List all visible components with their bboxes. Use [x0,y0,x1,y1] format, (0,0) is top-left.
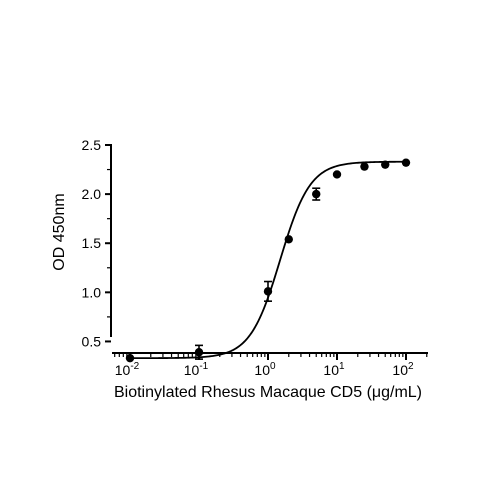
x-tick-exponent: -2 [130,361,139,372]
fit-curve [130,160,407,360]
y-ticks: 0.5 1.0 1.5 2.0 2.5 [82,137,111,349]
x-tick-base: 10 [184,362,200,378]
x-tick-base: 10 [323,362,339,378]
x-tick-base: 10 [254,362,270,378]
data-point [263,287,273,296]
y-tick-label: 2.0 [82,186,102,202]
x-axis: 10-2 10-1 100 101 102 [112,352,428,378]
data-point [284,235,293,244]
data-points [125,158,411,363]
x-axis-label: Biotinylated Rhesus Macaque CD5 (μg/mL) [114,384,422,401]
y-tick-label: 1.0 [82,284,102,300]
data-point [125,353,135,363]
x-tick-exponent: 2 [408,361,414,372]
data-point [312,189,321,199]
x-tick-label: 102 [392,361,414,378]
x-tick-exponent: 0 [270,361,276,372]
x-tick-exponent: -1 [199,361,208,372]
x-tick-base: 10 [115,362,131,378]
data-point [332,170,342,179]
x-ticks: 10-2 10-1 100 101 102 [114,353,428,378]
x-tick-label: 10-1 [184,361,209,378]
y-axis: 0.5 1.0 1.5 2.0 2.5 [82,137,112,349]
x-tick-label: 10-2 [115,361,140,378]
y-tick-label: 2.5 [82,137,102,153]
data-point [401,158,411,167]
x-tick-base: 10 [392,362,408,378]
y-tick-label: 0.5 [82,333,102,349]
x-tick-label: 100 [254,361,276,378]
y-tick-label: 1.5 [82,235,102,251]
y-axis-label: OD 450nm [51,193,68,270]
data-point [360,162,369,171]
x-tick-exponent: 1 [339,361,345,372]
data-point [381,160,390,169]
data-point [194,348,204,357]
x-tick-label: 101 [323,361,345,378]
